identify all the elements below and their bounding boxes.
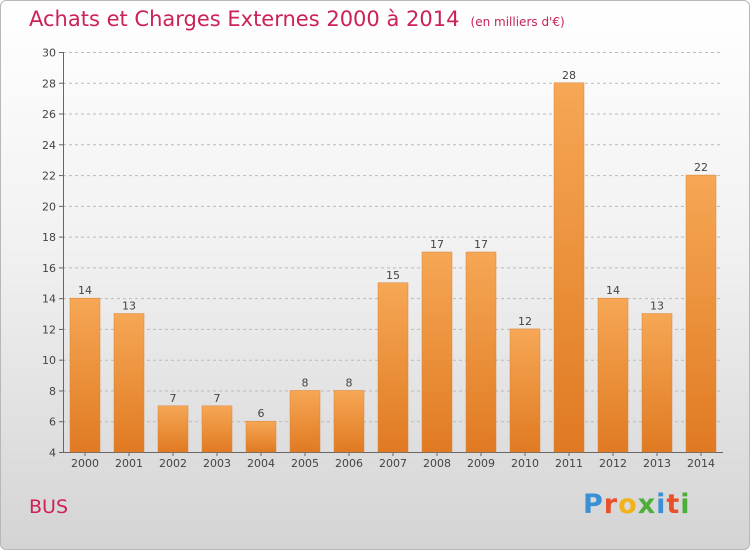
y-tick-label: 22 [42, 170, 56, 183]
x-tick-label: 2013 [643, 457, 671, 470]
y-tick-label: 30 [42, 47, 56, 60]
x-tick-label: 2000 [71, 457, 99, 470]
y-tick-label: 26 [42, 108, 56, 121]
y-tick-label: 12 [42, 323, 56, 336]
data-label-2001: 13 [122, 300, 136, 313]
chart-title-block: Achats et Charges Externes 2000 à 2014 (… [29, 7, 565, 31]
x-tick-label: 2003 [203, 457, 231, 470]
bar-2003 [201, 405, 233, 453]
bar-2005 [289, 390, 321, 453]
bar-2013 [641, 313, 673, 453]
data-label-2003: 7 [214, 392, 221, 405]
y-tick-label: 10 [42, 354, 56, 367]
x-tick-label: 2014 [687, 457, 715, 470]
axes: 4 6 8 10 12 14 16 18 20 22 24 26 28 30 2000 2001 2002 200… [42, 47, 723, 470]
y-tick-label: 28 [42, 77, 56, 90]
bar-2014 [685, 174, 717, 453]
bar-2006 [333, 390, 365, 453]
proxiti-logo: Proxiti [583, 489, 691, 520]
data-label-2006: 8 [346, 376, 353, 389]
data-label-2004: 6 [258, 407, 265, 420]
data-label-2012: 14 [606, 284, 620, 297]
x-tick-label: 2012 [599, 457, 627, 470]
bar-2002 [157, 405, 189, 453]
x-tick-label: 2002 [159, 457, 187, 470]
data-labels: 14 13 7 7 6 8 8 15 17 17 12 28 14 13 22 [78, 69, 708, 420]
bar-2012 [597, 297, 629, 453]
data-label-2013: 13 [650, 300, 664, 313]
y-tick-label: 14 [42, 293, 56, 306]
bars [69, 82, 717, 453]
y-tick-label: 4 [49, 447, 56, 460]
x-tick-label: 2001 [115, 457, 143, 470]
data-label-2005: 8 [302, 376, 309, 389]
y-tick-label: 20 [42, 200, 56, 213]
bar-2004 [245, 420, 277, 453]
x-tick-label: 2005 [291, 457, 319, 470]
x-tick-label: 2010 [511, 457, 539, 470]
data-label-2009: 17 [474, 238, 488, 251]
data-label-2010: 12 [518, 315, 532, 328]
x-tick-label: 2004 [247, 457, 275, 470]
data-label-2014: 22 [694, 161, 708, 174]
y-tick-label: 6 [49, 416, 56, 429]
bar-2008 [421, 251, 453, 453]
bar-2001 [113, 313, 145, 453]
data-label-2007: 15 [386, 269, 400, 282]
y-tick-label: 16 [42, 262, 56, 275]
data-label-2011: 28 [562, 69, 576, 82]
bar-2009 [465, 251, 497, 453]
y-tick-label: 18 [42, 231, 56, 244]
data-label-2008: 17 [430, 238, 444, 251]
bar-2010 [509, 328, 541, 453]
chart-title: Achats et Charges Externes 2000 à 2014 [29, 7, 460, 31]
bar-2000 [69, 297, 101, 453]
y-tick-label: 24 [42, 139, 56, 152]
x-tick-label: 2008 [423, 457, 451, 470]
x-tick-label: 2009 [467, 457, 495, 470]
bar-2007 [377, 282, 409, 453]
chart-unit: (en milliers d'€) [470, 15, 565, 29]
bar-2011 [553, 82, 585, 453]
y-tick-label: 8 [49, 385, 56, 398]
x-tick-label: 2007 [379, 457, 407, 470]
data-label-2000: 14 [78, 284, 92, 297]
data-label-2002: 7 [170, 392, 177, 405]
commune-name: BUS [29, 496, 69, 518]
x-tick-label: 2006 [335, 457, 363, 470]
x-tick-label: 2011 [555, 457, 583, 470]
